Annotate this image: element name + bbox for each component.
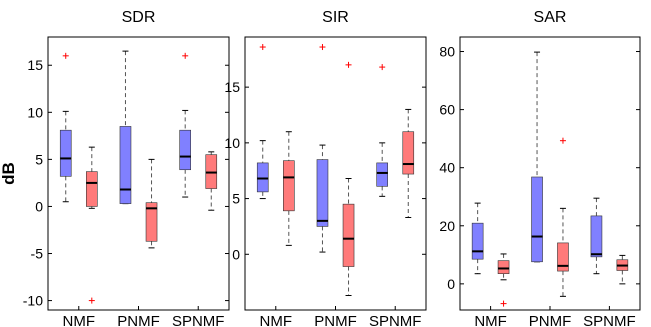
box-iqr [283, 160, 295, 212]
outlier-marker [319, 44, 326, 51]
box-iqr [590, 215, 603, 258]
chart-title: SDR [122, 9, 156, 26]
y-axis-label: dB [0, 162, 18, 185]
box-pnmf-a [119, 50, 132, 205]
box-nmf-a [256, 44, 269, 200]
box-nmf-b [86, 146, 98, 304]
x-tick-label: PNMF [314, 313, 357, 327]
outlier-marker [62, 52, 69, 59]
outlier-marker [500, 300, 507, 307]
y-tick-label: 20 [439, 218, 455, 234]
outlier-marker [345, 61, 352, 68]
y-tick-label: 10 [224, 135, 240, 151]
box-spnmf-b [205, 151, 218, 211]
box-iqr [376, 162, 388, 187]
box-spnmf-a [590, 197, 603, 275]
box-nmf-b [497, 253, 510, 307]
box-iqr [59, 129, 72, 177]
x-tick-label: SPNMF [369, 313, 422, 327]
y-tick-label: -10 [23, 293, 43, 309]
outlier-marker [88, 297, 95, 304]
plot-frame [47, 36, 230, 311]
outlier-marker [559, 137, 566, 144]
x-tick-label: NMF [63, 313, 96, 327]
box-iqr [86, 171, 98, 207]
outlier-marker [379, 64, 386, 71]
x-tick-label: PNMF [529, 313, 572, 327]
y-tick-label: 80 [439, 44, 455, 60]
chart-title: SAR [534, 9, 567, 26]
y-tick-label: 40 [439, 160, 455, 176]
y-tick-label: 0 [35, 198, 43, 214]
y-tick-label: -5 [31, 246, 44, 262]
chart-panel-sir: SIR 0 5 10 15 NMF PNMF SPNMF [224, 9, 427, 327]
chart-title: SIR [322, 9, 349, 26]
x-tick-label: NMF [474, 313, 507, 327]
box-iqr [316, 159, 329, 227]
box-pnmf-a [316, 44, 329, 253]
box-iqr [471, 222, 484, 260]
plot-frame [244, 36, 427, 311]
y-tick-label: 15 [224, 79, 240, 95]
chart-panel-sdr: SDR dB -10 -5 0 5 10 15 NMF PNMF SPNMF [0, 9, 230, 327]
y-tick-label: 5 [35, 151, 43, 167]
box-iqr [402, 131, 415, 175]
box-nmf-a [471, 202, 484, 275]
box-spnmf-b [402, 108, 415, 219]
box-iqr [119, 126, 132, 204]
plot-frame [459, 36, 641, 311]
y-tick-label: 0 [232, 246, 240, 262]
box-pnmf-b [145, 158, 158, 249]
box-iqr [557, 242, 569, 272]
box-spnmf-b [616, 254, 629, 285]
box-spnmf-a [179, 52, 191, 198]
y-tick-label: 5 [232, 191, 240, 207]
box-iqr [145, 202, 158, 242]
box-iqr [342, 203, 355, 267]
outlier-marker [182, 52, 189, 59]
box-iqr [256, 162, 269, 193]
x-tick-label: SPNMF [172, 313, 225, 327]
box-spnmf-a [376, 64, 388, 197]
box-nmf-a [59, 52, 72, 203]
y-tick-label: 15 [27, 57, 43, 73]
outlier-marker [259, 44, 266, 51]
x-tick-label: SPNMF [583, 313, 636, 327]
box-pnmf-a [531, 51, 543, 263]
box-pnmf-b [342, 61, 355, 297]
y-tick-label: 0 [447, 276, 455, 292]
x-tick-label: NMF [260, 313, 293, 327]
box-iqr [179, 129, 191, 171]
box-iqr [497, 260, 510, 274]
x-tick-label: PNMF [117, 313, 160, 327]
box-iqr [531, 176, 543, 263]
box-nmf-b [283, 131, 295, 246]
y-tick-label: 10 [27, 104, 43, 120]
y-tick-label: 60 [439, 102, 455, 118]
box-pnmf-b [557, 137, 569, 297]
chart-panel-sar: SAR 0 20 40 60 80 NMF PNMF SPNMF [439, 9, 641, 327]
